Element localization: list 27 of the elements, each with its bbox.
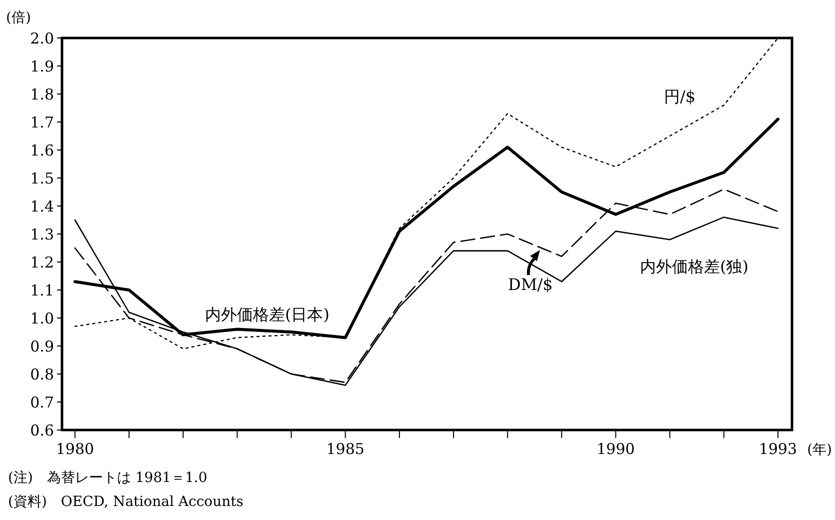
y-tick-label: 1.8 <box>30 85 54 104</box>
y-tick-label: 1.7 <box>30 113 54 132</box>
y-tick-label: 1.5 <box>30 169 54 188</box>
y-tick-label: 0.8 <box>30 365 54 384</box>
x-tick-label: 1993 <box>758 440 798 458</box>
y-tick-label: 1.6 <box>30 141 54 160</box>
y-tick-label: 0.6 <box>30 421 54 440</box>
y-tick-label: 1.4 <box>30 197 54 216</box>
legend-label: DM/$ <box>508 275 553 294</box>
text: (注) 為替レートは 1981＝1.0 <box>8 470 208 486</box>
y-tick-label: 0.9 <box>30 337 54 356</box>
y-tick-label: 0.7 <box>30 393 54 412</box>
y-tick-label: 1.9 <box>30 57 54 76</box>
x-tick-label: 1985 <box>326 440 364 458</box>
series-label: 内外価格差(独) <box>640 257 748 276</box>
x-tick-label: 1980 <box>56 440 94 458</box>
x-tick-label: 1990 <box>596 440 635 458</box>
y-tick-label: 1.2 <box>30 253 54 272</box>
series-label: 内外価格差(日本) <box>205 305 330 324</box>
x-axis-title: (年) <box>807 442 832 458</box>
y-axis-title: (倍) <box>6 10 31 26</box>
y-tick-label: 1.0 <box>30 309 54 328</box>
y-tick-label: 1.3 <box>30 225 54 244</box>
y-tick-label: 1.1 <box>30 281 54 300</box>
text: (資料) OECD, National Accounts <box>8 494 244 510</box>
series-label: 円/$ <box>664 87 696 106</box>
y-tick-label: 2.0 <box>30 29 54 48</box>
